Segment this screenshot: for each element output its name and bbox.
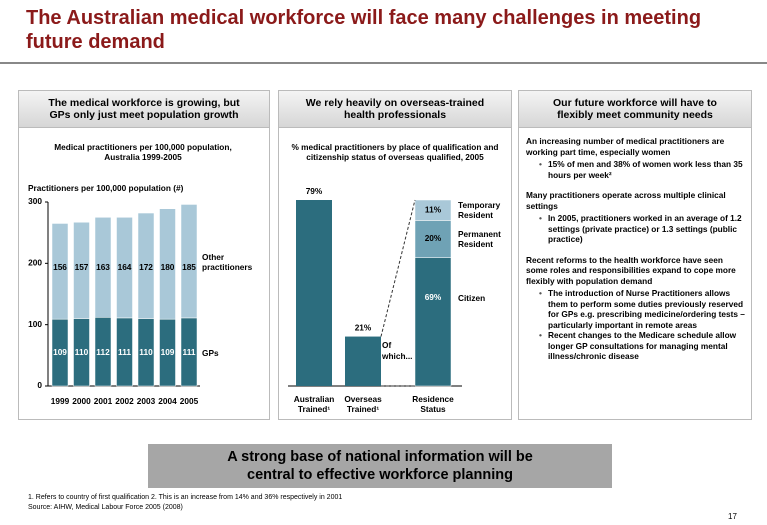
bar xyxy=(345,336,381,386)
data-label: 157 xyxy=(75,262,89,272)
legend-label: Citizen xyxy=(458,292,486,303)
x-tick-label: 1999 xyxy=(51,396,70,406)
panel xyxy=(518,128,752,420)
bar xyxy=(296,200,332,386)
connector xyxy=(380,199,416,337)
data-label: 163 xyxy=(96,262,110,272)
bar-segment xyxy=(414,257,452,387)
bar-segment xyxy=(159,208,176,320)
source: Source: AIHW, Medical Labour Force 2005 … xyxy=(28,504,183,511)
x-tick-label: 2000 xyxy=(72,396,91,406)
data-label: 180 xyxy=(161,262,175,272)
panel-heading: We rely heavily on overseas-trained heal… xyxy=(278,90,512,128)
bar-segment xyxy=(137,212,155,319)
page-number: 17 xyxy=(728,512,737,521)
data-label: 109 xyxy=(53,347,67,357)
x-tick-label: Residence Status xyxy=(412,394,454,414)
data-label: 172 xyxy=(139,262,153,272)
x-tick-label: Overseas Trained¹ xyxy=(344,394,382,414)
bullet: 15% of men and 38% of women work less th… xyxy=(539,159,746,180)
paragraph: Many practitioners operate across multip… xyxy=(526,190,726,211)
bullet: Recent changes to the Medicare schedule … xyxy=(539,330,746,362)
bar-segment xyxy=(180,204,198,319)
data-label: 109 xyxy=(161,347,175,357)
x-tick-label: 2001 xyxy=(94,396,113,406)
paragraph: Recent reforms to the health workforce h… xyxy=(526,254,736,286)
x-tick-label: 2005 xyxy=(180,396,199,406)
data-label: 110 xyxy=(75,347,89,357)
y-tick-label: 300 xyxy=(28,196,42,206)
y-tick-label: 100 xyxy=(28,319,42,329)
bar-segment xyxy=(414,220,452,258)
legend-label: Other practitioners xyxy=(202,252,253,272)
slide-title: The Australian medical workforce will fa… xyxy=(26,7,702,53)
x-tick-label: 2002 xyxy=(115,396,134,406)
panel-heading: The medical workforce is growing, but GP… xyxy=(18,90,270,128)
y-tick-label: 200 xyxy=(28,258,42,268)
x-tick-label: 2004 xyxy=(158,396,177,406)
y-tick-label: 0 xyxy=(37,380,42,390)
divider xyxy=(0,62,767,64)
paragraph: An increasing number of medical practiti… xyxy=(526,136,725,157)
data-label: 164 xyxy=(118,262,132,272)
bullet: The introduction of Nurse Practitioners … xyxy=(539,288,746,330)
bar-segment xyxy=(116,217,133,319)
footnote: 1. Refers to country of first qualificat… xyxy=(28,494,343,501)
y-axis-label: Practitioners per 100,000 population (#) xyxy=(28,183,184,193)
banner: A strong base of national information wi… xyxy=(148,444,612,488)
bar-segment xyxy=(94,217,112,318)
data-label: 110 xyxy=(139,347,153,357)
x-tick-label: 2003 xyxy=(137,396,156,406)
bar-segment xyxy=(51,223,69,320)
panel xyxy=(18,128,270,420)
chart-title: % medical practitioners by place of qual… xyxy=(291,142,499,162)
data-label: 79% xyxy=(306,186,323,196)
data-label: 69% xyxy=(425,292,442,302)
panel xyxy=(278,128,512,420)
data-label: 20% xyxy=(425,233,442,243)
data-label: 185 xyxy=(182,262,196,272)
data-label: 112 xyxy=(96,347,110,357)
bar-segment xyxy=(414,199,452,221)
data-label: 111 xyxy=(118,347,131,357)
bullet-list: 15% of men and 38% of women work less th… xyxy=(526,159,746,180)
annotation: Of which... xyxy=(382,340,413,361)
legend-label: Temporary Resident xyxy=(458,200,501,221)
legend-label: GPs xyxy=(202,348,219,358)
data-label: 11% xyxy=(425,204,442,214)
data-label: 111 xyxy=(183,347,196,357)
x-tick-label: Australian Trained¹ xyxy=(293,394,335,414)
bullet: In 2005, practitioners worked in an aver… xyxy=(539,213,746,245)
right-text: An increasing number of medical practiti… xyxy=(526,136,746,372)
bar-segment xyxy=(73,221,90,319)
chart-title: Medical practitioners per 100,000 popula… xyxy=(54,142,232,162)
bullet-list: In 2005, practitioners worked in an aver… xyxy=(526,213,746,245)
data-label: 21% xyxy=(355,323,372,333)
panel-heading: Our future workforce will have to flexib… xyxy=(518,90,752,128)
legend-label: Permanent Resident xyxy=(458,229,501,250)
data-label: 156 xyxy=(53,262,67,272)
bullet-list: The introduction of Nurse Practitioners … xyxy=(526,288,746,362)
